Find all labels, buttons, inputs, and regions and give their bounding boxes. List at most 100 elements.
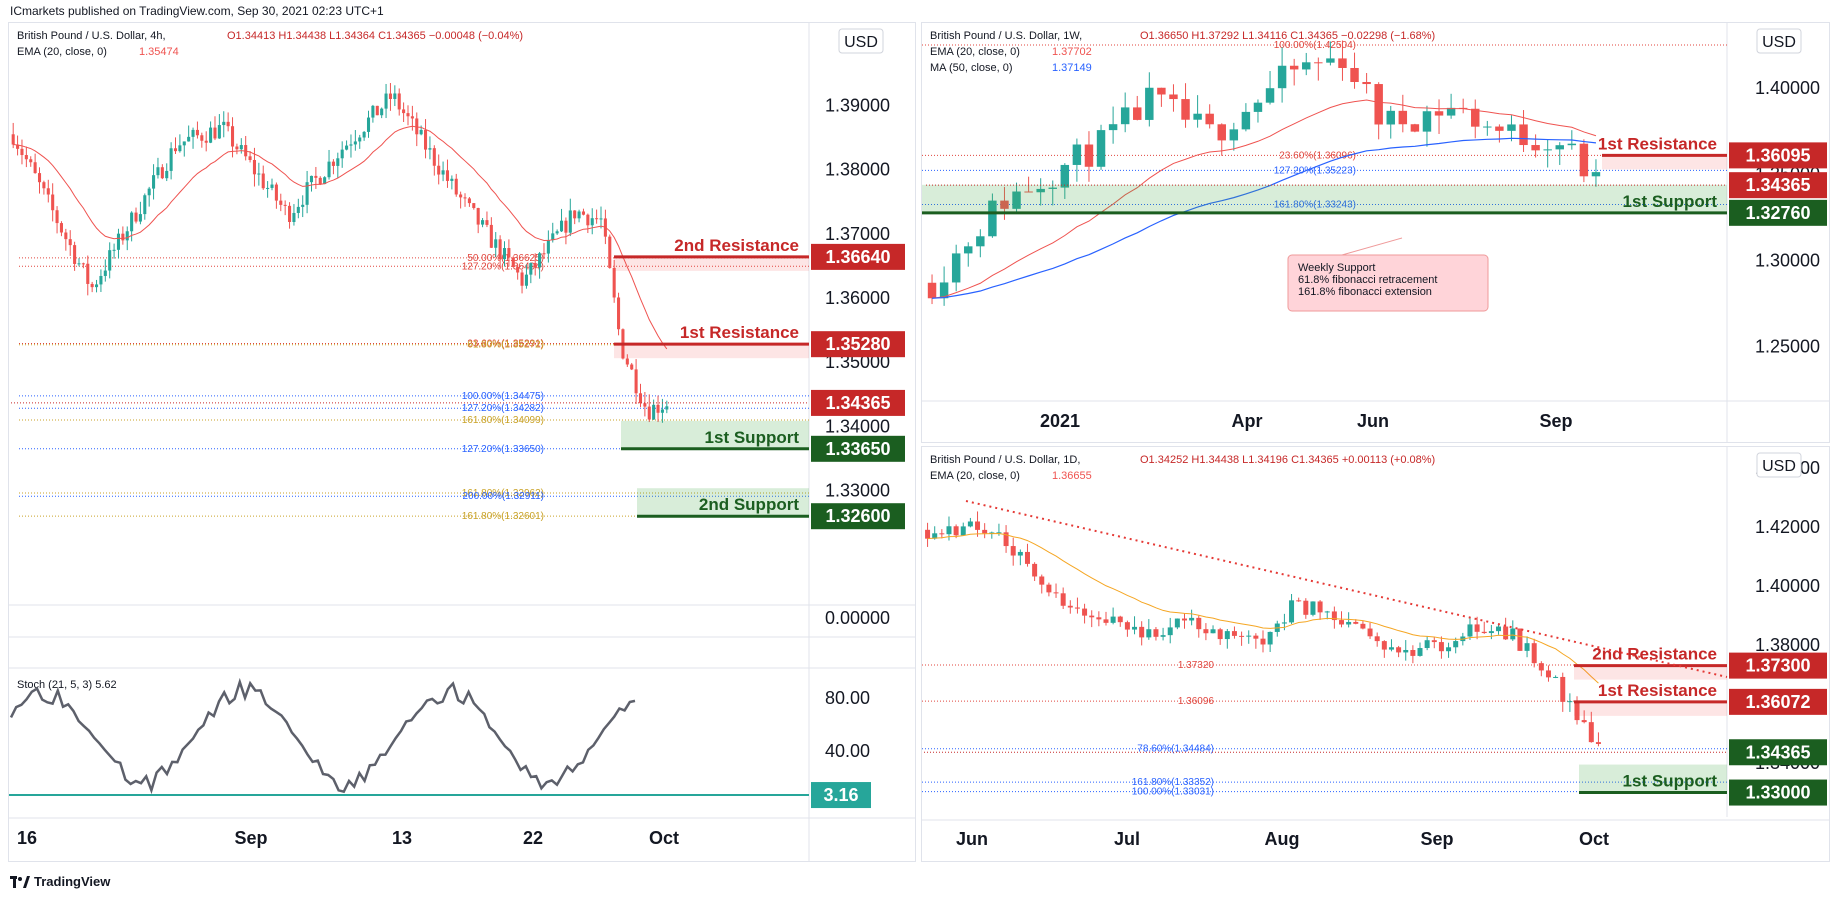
candle-body <box>24 155 28 160</box>
candle-body <box>165 170 169 179</box>
currency-label: USD <box>1762 458 1796 475</box>
candle-body <box>1132 626 1138 630</box>
currency-label: USD <box>844 34 878 51</box>
candle-body <box>1519 124 1528 146</box>
candle-body <box>1324 611 1330 613</box>
candle-body <box>1074 607 1080 609</box>
candle-body <box>595 218 599 220</box>
candle-body <box>1338 58 1347 68</box>
candle-body <box>1036 188 1045 193</box>
candle-body <box>274 184 278 201</box>
candle-body <box>257 173 261 175</box>
candle-body <box>989 532 995 534</box>
candle-body <box>946 526 952 535</box>
chart-panel-1d[interactable]: 1.440001.420001.400001.380001.34000USDBr… <box>921 446 1830 862</box>
candle-body <box>424 129 428 150</box>
candle-body <box>1067 605 1073 608</box>
candle-body <box>529 263 533 275</box>
candle-body <box>1317 601 1323 613</box>
candle-body <box>1096 617 1102 620</box>
y-tick-label: 1.34000 <box>825 416 890 436</box>
candle-body <box>222 121 226 126</box>
candle-body <box>1434 111 1444 116</box>
candle-body <box>1543 149 1552 151</box>
candle-body <box>1003 532 1009 547</box>
candle-body <box>152 175 156 189</box>
callout-text: 61.8% fibonacci retracement <box>1298 274 1437 286</box>
candle-body <box>1024 551 1030 564</box>
candle-body <box>77 263 81 265</box>
candle-body <box>1374 636 1380 642</box>
fib-level-label: 23.60%(1.35291) <box>467 338 544 349</box>
level-zone <box>1574 701 1727 716</box>
candle-body <box>1581 720 1587 723</box>
candle-body <box>1265 88 1275 103</box>
y-tick-label: 1.37000 <box>825 224 890 244</box>
level-label: 2nd Resistance <box>674 236 799 255</box>
candle-body <box>555 231 559 234</box>
candle-body <box>612 267 616 298</box>
candle-body <box>1239 635 1245 637</box>
candle-body <box>1012 191 1021 209</box>
candle-body <box>270 184 274 188</box>
candle-body <box>1531 643 1537 664</box>
y-tick-label: 1.40000 <box>1755 576 1820 596</box>
candle-body <box>1181 618 1187 621</box>
candle-body <box>103 270 107 276</box>
candle-body <box>1289 600 1295 623</box>
candle-body <box>349 144 353 146</box>
candle-body <box>568 210 572 233</box>
candle-body <box>366 117 371 132</box>
tradingview-logo[interactable]: TradingView <box>10 874 110 889</box>
level-label: 1st Resistance <box>1598 681 1717 700</box>
candle-body <box>1108 124 1118 131</box>
candle-body <box>410 116 414 119</box>
candle-body <box>1398 110 1408 125</box>
candle-body <box>1046 584 1052 593</box>
x-tick-label: Sep <box>1420 829 1453 849</box>
candle-body <box>538 253 542 268</box>
last-price-badge <box>1729 172 1827 199</box>
candle-body <box>261 173 265 189</box>
candle-body <box>1153 629 1159 637</box>
fib-level-label: 161.80%(1.33243) <box>1274 200 1356 211</box>
candle-body <box>1039 576 1045 585</box>
chart-panel-4h[interactable]: 1.39000 1.38000 1.37000 1.36000 1.35000 1.340… <box>8 22 916 862</box>
candle-body <box>564 220 568 233</box>
level-price-badge <box>1729 688 1827 715</box>
candle-body <box>314 175 318 178</box>
candle-body <box>230 126 235 147</box>
candle-body <box>1124 622 1130 630</box>
chart-4h[interactable]: 1.390001.380001.370001.360001.350001.340… <box>9 23 915 861</box>
candle-body <box>511 257 515 268</box>
candle-body <box>1579 143 1589 177</box>
y-tick-label: 1.38000 <box>1755 635 1820 655</box>
candle-body <box>454 178 458 195</box>
x-tick-label: 22 <box>523 828 543 848</box>
candle-body <box>1241 111 1251 130</box>
candle-body <box>656 404 660 413</box>
chart-1d[interactable]: 1.440001.420001.400001.380001.34000USDBr… <box>922 447 1829 861</box>
candle-body <box>279 200 283 205</box>
x-tick-label: Oct <box>649 828 679 848</box>
candle-body <box>1267 631 1273 645</box>
x-tick-label: 16 <box>17 828 37 848</box>
candle-body <box>988 200 997 237</box>
candle-body <box>1217 629 1223 640</box>
candle-body <box>1310 601 1316 615</box>
level-label: 2nd Resistance <box>1592 645 1717 664</box>
candle-body <box>481 220 485 225</box>
candle-body <box>81 263 85 265</box>
candle-body <box>573 210 577 219</box>
candle-body <box>37 173 42 183</box>
candle-body <box>1169 94 1178 100</box>
candle-body <box>463 197 467 199</box>
candle-body <box>1446 107 1456 116</box>
candle-body <box>362 131 366 138</box>
ema-value: 1.37702 <box>1052 46 1092 58</box>
candle-body <box>160 167 164 179</box>
candle-body <box>939 282 949 299</box>
level-price-badge <box>1729 199 1827 226</box>
